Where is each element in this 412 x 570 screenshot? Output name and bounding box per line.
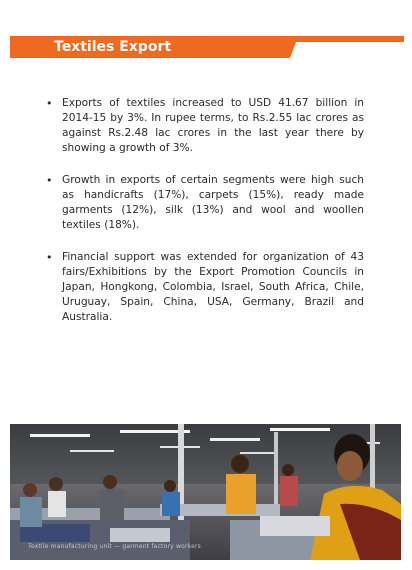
photo-caption: Textile manufacturing unit — garment fac…: [28, 543, 202, 550]
bullet-item-financial-support: Financial support was extended for organ…: [42, 250, 364, 325]
factory-photo-illustration: [10, 424, 401, 560]
bullet-item-exports: Exports of textiles increased to USD 41.…: [42, 96, 364, 156]
bullet-list: Exports of textiles increased to USD 41.…: [42, 96, 364, 342]
title-banner: Textiles Export: [10, 36, 404, 58]
banner-shape: [10, 36, 404, 58]
bullet-item-growth: Growth in exports of certain segments we…: [42, 173, 364, 233]
page-title: Textiles Export: [54, 39, 172, 55]
factory-photo: Textile manufacturing unit — garment fac…: [10, 424, 401, 560]
